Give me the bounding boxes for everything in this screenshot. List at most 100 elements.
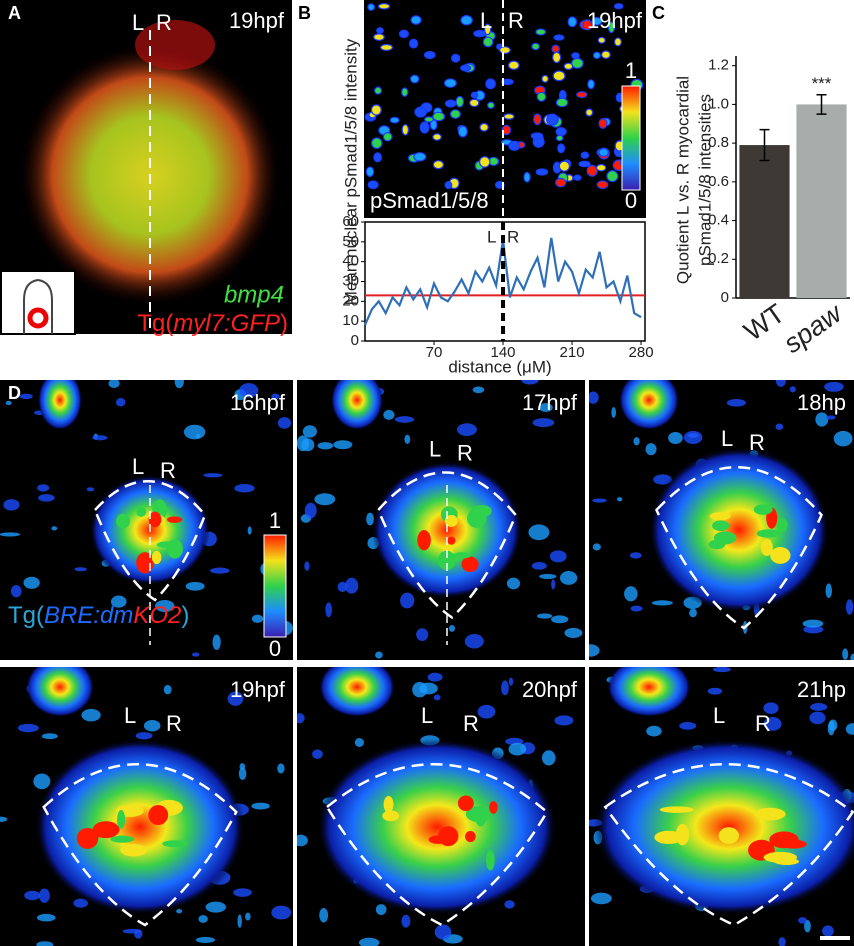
speckle (163, 684, 172, 695)
right-label: R (755, 711, 771, 736)
nucleus (470, 91, 479, 99)
nucleus (571, 57, 584, 69)
stage-label: 19hpf (230, 677, 286, 702)
nucleus (401, 124, 410, 136)
y-tick-label: 1.2 (708, 57, 729, 74)
micrograph (589, 667, 854, 946)
y-tick-label: 50 (342, 233, 359, 250)
nucleus (389, 116, 400, 124)
speckle (590, 892, 612, 905)
nucleus (555, 97, 569, 108)
bar (739, 145, 790, 298)
vessel (319, 667, 395, 717)
nucleus (423, 50, 436, 60)
speckle (237, 914, 242, 928)
hotspot (763, 851, 797, 863)
speckle (712, 667, 731, 673)
nucleus (613, 3, 624, 10)
heart-outline (42, 763, 238, 927)
micrograph (0, 667, 293, 946)
left-label: L (487, 227, 496, 246)
inset-schematic (0, 270, 76, 335)
hotspot (151, 550, 162, 565)
scale-max: 1 (269, 508, 281, 533)
text: Tg( (137, 310, 173, 337)
frame: 21hp L R (589, 667, 854, 946)
nucleus (580, 151, 590, 159)
speckle (551, 579, 556, 590)
text: :dm (93, 602, 133, 629)
nucleus (469, 98, 480, 108)
speckle (23, 576, 40, 589)
hotspot (756, 529, 781, 538)
speckle (74, 567, 87, 572)
stage-label: 20hpf (522, 677, 578, 702)
speckle (630, 605, 643, 612)
speckle (135, 732, 153, 740)
speckle (383, 409, 395, 420)
speckle (448, 624, 456, 632)
speckle (477, 704, 496, 719)
speckle (668, 432, 683, 444)
hotspot (116, 513, 131, 529)
hotspot (76, 827, 99, 849)
speckle (798, 917, 808, 924)
speckle (506, 577, 521, 590)
hotspot (452, 552, 471, 559)
speckle (39, 888, 50, 903)
nucleus (597, 36, 606, 44)
speckle (683, 430, 703, 445)
speckle (559, 571, 578, 585)
nucleus (553, 34, 565, 41)
speckle (394, 416, 415, 423)
panel-letter: D (8, 383, 21, 403)
speckle (375, 904, 387, 916)
speckle (0, 816, 8, 822)
hotspot (471, 504, 492, 518)
speckle (358, 937, 380, 946)
hotspot (485, 849, 495, 871)
nucleus (585, 108, 594, 117)
speckle (629, 552, 642, 559)
text: ) (181, 602, 189, 629)
nucleus (558, 160, 571, 172)
speckle (528, 524, 550, 541)
speckle (251, 614, 264, 623)
hotspot (136, 552, 154, 574)
nucleus (571, 52, 580, 59)
nucleus (531, 42, 540, 51)
speckle (501, 680, 509, 696)
hotspot (120, 844, 148, 857)
bar (796, 104, 847, 299)
text: myl7:GFP (173, 310, 280, 337)
speckle (36, 941, 54, 946)
nucleus (482, 36, 494, 48)
y-axis-label: Quotient L vs. R myocardial (673, 76, 692, 284)
nucleus (455, 95, 465, 108)
nucleus (573, 174, 582, 181)
speckle (828, 719, 838, 731)
speckle (195, 936, 216, 943)
left-label: L (132, 10, 144, 35)
nucleus (487, 101, 495, 109)
speckle (92, 435, 108, 441)
speckle (539, 573, 557, 580)
nucleus (576, 91, 588, 99)
y-tick-label: 0.6 (708, 173, 729, 190)
heart-signal (649, 447, 829, 613)
speckle (508, 677, 514, 686)
significance: *** (812, 74, 832, 93)
hotspot (712, 520, 730, 532)
speckle (456, 423, 477, 436)
nucleus (371, 137, 383, 149)
vessel (331, 380, 383, 430)
frame: 20hpf L R (297, 667, 585, 946)
nucleus (401, 87, 409, 97)
heart-outline (603, 763, 854, 927)
x-tick-label: 280 (629, 344, 654, 361)
micrograph (0, 380, 293, 660)
speckle (845, 723, 854, 735)
left-label: L (721, 426, 733, 451)
nucleus (552, 51, 562, 64)
